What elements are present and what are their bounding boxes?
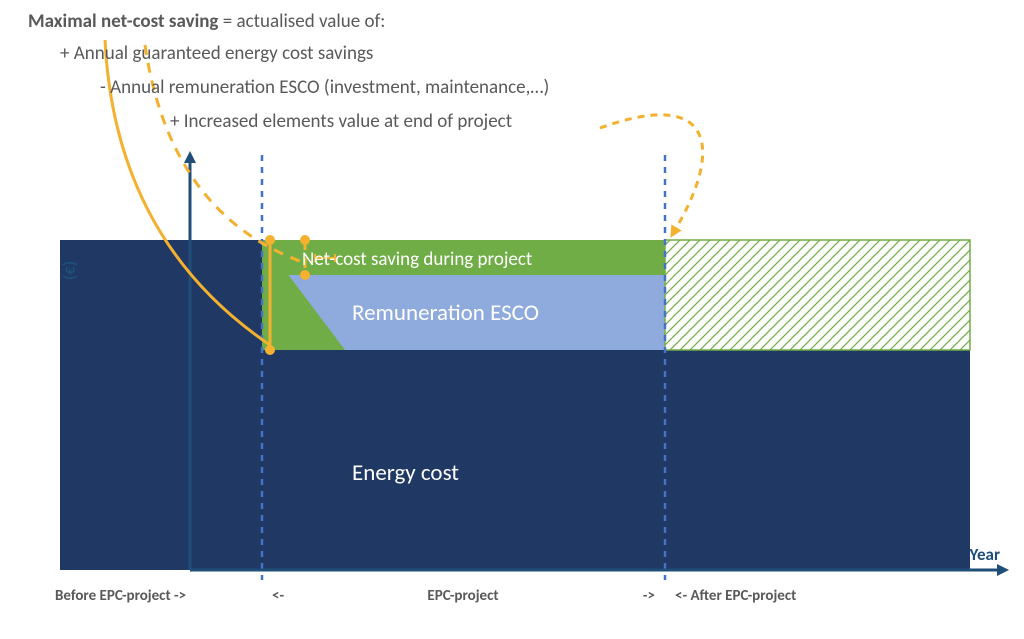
region-before xyxy=(60,240,262,570)
phase-label-epc-right: -> xyxy=(643,587,655,605)
phase-label-epc-left: <- xyxy=(272,587,284,605)
region-after-hatched xyxy=(665,240,970,350)
phase-label-before: Before EPC-project -> xyxy=(55,587,186,605)
header-line-2: - Annual remuneration ESCO (investment, … xyxy=(100,76,549,99)
y-axis-label: (€) xyxy=(59,261,80,280)
title-rest: = actualised value of: xyxy=(218,10,385,33)
title-bold: Maximal net-cost saving xyxy=(28,10,218,33)
dropline-dot-1 xyxy=(265,235,275,245)
region-label-energy: Energy cost xyxy=(352,459,459,487)
title-line: Maximal net-cost saving = actualised val… xyxy=(28,10,385,33)
region-label-remuneration: Remuneration ESCO xyxy=(352,299,539,327)
region-label-netcost: Net-cost saving during project xyxy=(302,248,533,271)
x-axis-label: Year xyxy=(969,544,1000,565)
header-line-1: + Annual guaranteed energy cost savings xyxy=(60,42,373,65)
dropline-dot-4 xyxy=(300,270,310,280)
dropline-dot-2 xyxy=(265,345,275,355)
dropline-dot-3 xyxy=(300,235,310,245)
phase-label-after: <- After EPC-project xyxy=(675,587,796,605)
header-line-3: + Increased elements value at end of pro… xyxy=(170,110,512,133)
phase-label-epc: EPC-project xyxy=(427,587,498,605)
callout-arrow-after xyxy=(600,115,703,230)
